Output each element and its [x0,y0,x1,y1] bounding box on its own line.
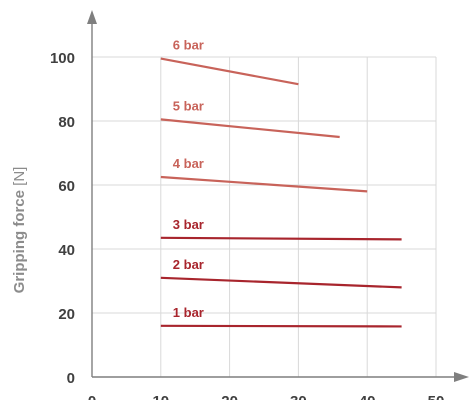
y-axis-arrow [87,10,97,24]
x-tick-label: 0 [88,393,96,400]
x-axis-arrow [454,372,469,382]
y-axis-unit: [N] [11,167,28,186]
series-line [160,236,402,241]
axis-layer [87,10,469,382]
tick-layer: 0 20 40 60 80 100 0 10 20 30 40 50 [50,50,445,405]
y-tick-label: 40 [58,242,75,259]
series-line [160,324,402,328]
series-label: 6 bar [173,38,204,53]
y-axis-title: Gripping force [N] [11,167,28,294]
series-line [160,175,368,193]
series-line [160,118,340,139]
y-tick-label: 20 [58,306,75,323]
grid-layer [92,56,437,377]
series-label: 5 bar [173,98,204,113]
series-label: 4 bar [173,156,204,171]
x-tick-label: 30 [290,393,307,400]
series-layer: 6 bar 5 bar 4 bar 3 bar 2 bar 1 bar [160,38,402,328]
x-tick-label: 20 [221,393,238,400]
y-tick-label: 80 [58,114,75,131]
y-axis-label: Gripping force [11,190,28,293]
series-line [160,57,299,86]
series-label: 1 bar [173,305,204,320]
x-tick-label: 50 [428,393,445,400]
x-tick-label: 40 [359,393,376,400]
y-tick-label: 0 [67,370,75,387]
series-label: 2 bar [173,257,204,272]
series-line [160,276,402,289]
y-tick-label: 100 [50,50,75,67]
x-tick-label: 10 [152,393,169,400]
y-tick-label: 60 [58,178,75,195]
series-label: 3 bar [173,217,204,232]
